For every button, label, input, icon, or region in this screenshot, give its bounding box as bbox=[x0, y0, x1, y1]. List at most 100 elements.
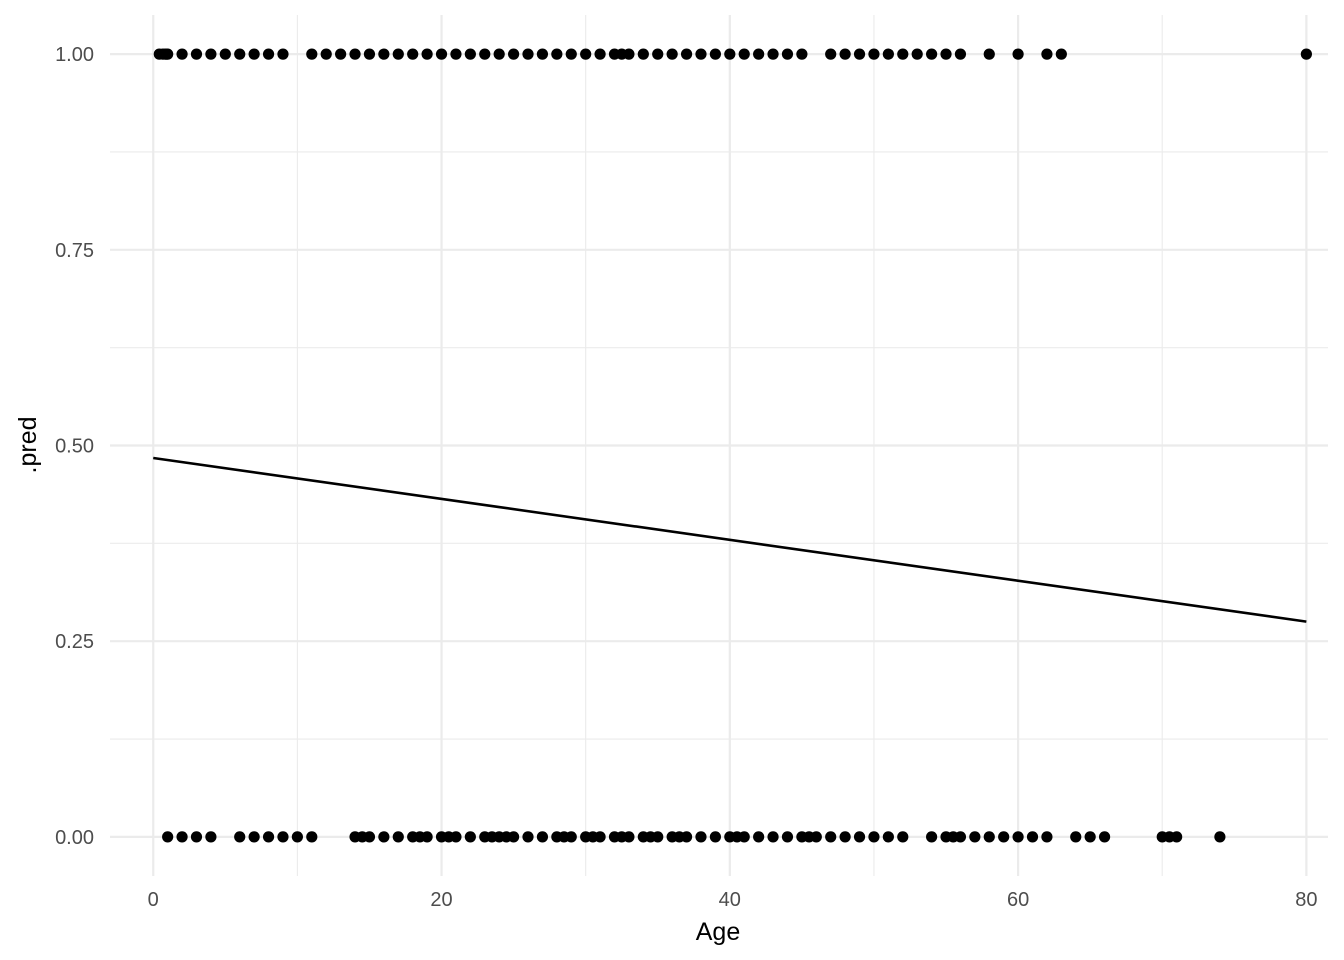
data-point bbox=[738, 831, 750, 843]
data-point bbox=[1012, 48, 1024, 60]
data-point bbox=[983, 831, 995, 843]
data-point bbox=[1041, 48, 1053, 60]
data-point bbox=[666, 48, 678, 60]
data-point bbox=[205, 48, 217, 60]
data-point bbox=[753, 48, 765, 60]
data-point bbox=[248, 831, 260, 843]
data-point bbox=[753, 831, 765, 843]
data-point bbox=[868, 831, 880, 843]
data-point bbox=[926, 48, 938, 60]
data-point bbox=[983, 48, 995, 60]
data-point bbox=[695, 48, 707, 60]
data-point bbox=[450, 48, 462, 60]
y-tick-label: 0.00 bbox=[55, 827, 94, 849]
data-point bbox=[464, 831, 476, 843]
data-point bbox=[695, 831, 707, 843]
data-point bbox=[767, 48, 779, 60]
data-point bbox=[234, 831, 246, 843]
data-point bbox=[680, 48, 693, 60]
data-point bbox=[162, 831, 174, 843]
data-point bbox=[536, 48, 549, 60]
data-point bbox=[897, 831, 909, 843]
data-point bbox=[1171, 831, 1183, 843]
data-point bbox=[882, 48, 894, 60]
data-point bbox=[551, 48, 563, 60]
data-point bbox=[1026, 831, 1039, 843]
data-point bbox=[219, 48, 231, 60]
x-tick-label: 60 bbox=[1007, 889, 1029, 911]
data-point bbox=[1070, 831, 1082, 843]
data-point bbox=[781, 48, 794, 60]
data-point bbox=[190, 831, 203, 843]
x-tick-label: 80 bbox=[1295, 889, 1317, 911]
data-point bbox=[926, 831, 938, 843]
data-point bbox=[1098, 831, 1111, 843]
data-point bbox=[969, 831, 981, 843]
data-point bbox=[464, 48, 476, 60]
data-point bbox=[248, 48, 260, 60]
data-point bbox=[680, 831, 693, 843]
data-point bbox=[262, 48, 275, 60]
data-point bbox=[190, 48, 203, 60]
data-point bbox=[306, 48, 318, 60]
data-point bbox=[724, 48, 736, 60]
data-point bbox=[954, 831, 967, 843]
data-point bbox=[536, 831, 549, 843]
data-point bbox=[565, 48, 577, 60]
data-point bbox=[479, 48, 491, 60]
data-point bbox=[392, 48, 404, 60]
data-point bbox=[839, 831, 851, 843]
data-point bbox=[623, 48, 635, 60]
x-tick-label: 0 bbox=[148, 889, 159, 911]
y-axis-title: .pred bbox=[14, 417, 42, 474]
fit-line-layer bbox=[153, 456, 1307, 623]
fit-line bbox=[153, 456, 1307, 623]
data-point bbox=[162, 48, 174, 60]
data-point bbox=[176, 831, 188, 843]
data-point bbox=[623, 831, 635, 843]
data-point bbox=[421, 831, 433, 843]
data-point bbox=[998, 831, 1010, 843]
data-point bbox=[1084, 831, 1096, 843]
data-point bbox=[853, 831, 866, 843]
data-point bbox=[1055, 48, 1067, 60]
data-point bbox=[1300, 48, 1312, 60]
data-point bbox=[306, 831, 318, 843]
data-point bbox=[911, 48, 923, 60]
data-point bbox=[176, 48, 188, 60]
data-point bbox=[1214, 831, 1226, 843]
data-point bbox=[1012, 831, 1024, 843]
data-point bbox=[594, 831, 606, 843]
y-tick-label: 1.00 bbox=[55, 44, 94, 66]
y-tick-label: 0.75 bbox=[55, 240, 94, 262]
data-point bbox=[868, 48, 880, 60]
data-point bbox=[810, 831, 822, 843]
y-tick-label: 0.25 bbox=[55, 631, 94, 653]
data-point bbox=[205, 831, 217, 843]
data-point bbox=[378, 831, 390, 843]
data-point bbox=[652, 48, 664, 60]
x-axis-title: Age bbox=[696, 918, 740, 946]
data-point bbox=[781, 831, 794, 843]
points bbox=[153, 48, 1312, 843]
data-point bbox=[493, 48, 505, 60]
data-point bbox=[825, 48, 837, 60]
data-point bbox=[565, 831, 577, 843]
data-point bbox=[522, 831, 534, 843]
data-point bbox=[435, 48, 448, 60]
data-point bbox=[507, 831, 520, 843]
data-point bbox=[882, 831, 894, 843]
grid bbox=[110, 15, 1328, 876]
x-tick-label: 40 bbox=[719, 889, 741, 911]
data-point bbox=[709, 831, 721, 843]
data-point bbox=[897, 48, 909, 60]
data-point bbox=[335, 48, 347, 60]
data-point bbox=[594, 48, 606, 60]
data-point bbox=[839, 48, 851, 60]
x-tick-label: 20 bbox=[430, 889, 452, 911]
data-point bbox=[637, 48, 649, 60]
data-point bbox=[940, 48, 952, 60]
y-tick-label: 0.50 bbox=[55, 436, 94, 458]
x-tick-labels: 0 20 40 60 80 bbox=[148, 889, 1318, 911]
data-point bbox=[234, 48, 246, 60]
